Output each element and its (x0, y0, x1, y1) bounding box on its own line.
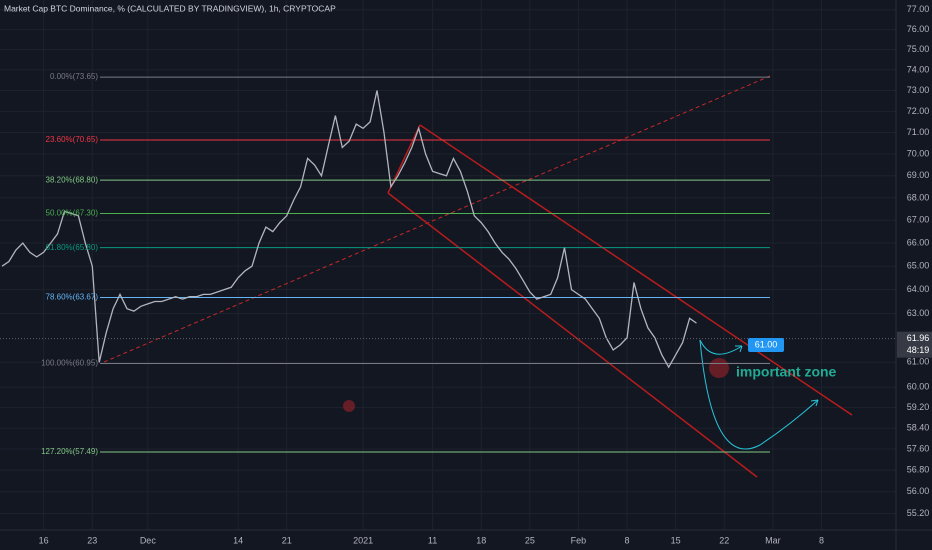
y-tick-label: 72.00 (907, 106, 930, 116)
x-tick-label: Mar (765, 535, 781, 545)
y-tick-label: 58.40 (907, 423, 930, 433)
x-tick-label: Feb (571, 535, 587, 545)
fib-label: 38.20%(68.80) (46, 175, 99, 184)
x-tick-label: 15 (671, 535, 681, 545)
x-tick-label: 21 (282, 535, 292, 545)
y-tick-label: 67.00 (907, 215, 930, 225)
projection-arrow (699, 339, 819, 450)
arrow-head (735, 345, 743, 353)
fib-label: 23.60%(70.65) (46, 135, 99, 144)
fib-label: 61.80%(65.80) (46, 243, 99, 252)
plot (0, 76, 896, 453)
y-tick-label: 71.00 (907, 127, 930, 137)
y-tick-label: 68.00 (907, 192, 930, 202)
x-tick-label: 23 (87, 535, 97, 545)
x-tick-label: 25 (525, 535, 535, 545)
fib-label: 50.00%(67.30) (46, 209, 99, 218)
target-label: 61.00 (755, 339, 778, 349)
y-tick-label: 56.00 (907, 486, 930, 496)
fib-label: 127.20%(57.49) (41, 447, 98, 456)
y-tick-label: 76.00 (907, 24, 930, 34)
fib-label: 78.60%(63.67) (46, 293, 99, 302)
y-tick-label: 60.00 (907, 382, 930, 392)
x-tick-label: 18 (476, 535, 486, 545)
x-tick-label: 22 (719, 535, 729, 545)
y-tick-label: 59.20 (907, 402, 930, 412)
y-tick-label: 75.00 (907, 44, 930, 54)
x-tick-label: 14 (233, 535, 243, 545)
chart-title: Market Cap BTC Dominance, % (CALCULATED … (4, 3, 336, 13)
x-tick-label: 8 (625, 535, 630, 545)
last-price-label: 61.96 (907, 333, 930, 343)
x-tick-label: 2021 (353, 535, 373, 545)
y-tick-label: 61.00 (907, 357, 930, 367)
x-tick-label: Dec (140, 535, 157, 545)
y-tick-label: 65.00 (907, 261, 930, 271)
zone-marker (343, 400, 355, 412)
x-tick-label: 16 (39, 535, 49, 545)
y-tick-label: 56.80 (907, 465, 930, 475)
fib-label: 100.00%(60.95) (41, 359, 98, 368)
channel-upper (419, 124, 853, 416)
y-tick-label: 70.00 (907, 148, 930, 158)
annotation: important zone (736, 364, 837, 380)
y-tick-label: 66.00 (907, 237, 930, 247)
y-tick-label: 57.60 (907, 443, 930, 453)
channel-lower (387, 192, 758, 478)
zone-marker (709, 358, 729, 378)
price-line (1, 90, 697, 369)
fib-label: 0.00%(73.65) (50, 72, 98, 81)
x-tick-label: 11 (428, 535, 437, 545)
y-tick-label: 77.00 (907, 4, 930, 14)
last-price-box (897, 331, 932, 358)
y-tick-label: 73.00 (907, 85, 930, 95)
y-tick-label: 55.20 (907, 508, 930, 518)
trend-line (103, 75, 771, 363)
y-tick-label: 69.00 (907, 170, 930, 180)
x-tick-label: 8 (819, 535, 824, 545)
y-tick-label: 63.00 (907, 308, 930, 318)
target-box (748, 338, 784, 352)
y-tick-label: 74.00 (907, 64, 930, 74)
countdown-label: 48:19 (907, 345, 930, 355)
channel-edge (387, 124, 421, 194)
y-tick-label: 64.00 (907, 284, 930, 294)
arrow-head (810, 399, 819, 407)
projection-arrow (699, 339, 743, 355)
